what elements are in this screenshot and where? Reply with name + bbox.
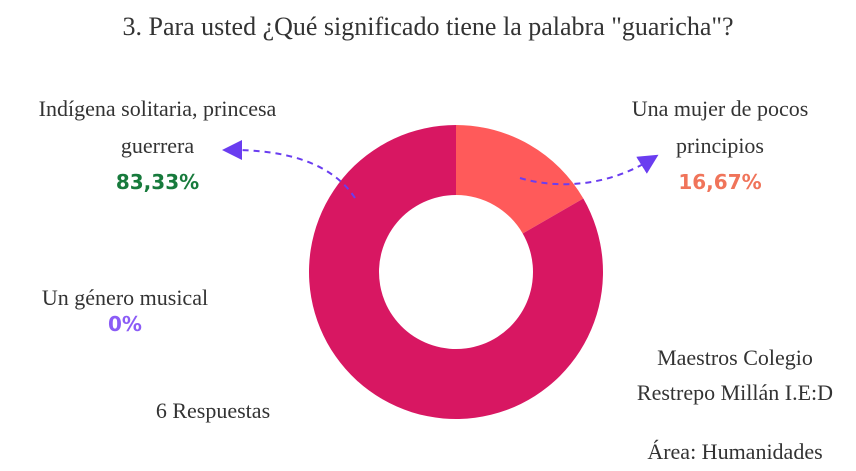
annotation: Área: Humanidades: [647, 439, 823, 464]
arrow: [519, 154, 659, 186]
slice: [456, 125, 584, 234]
category-label: Un género musical: [41, 285, 209, 310]
arrow: [222, 140, 356, 199]
value-label: 0%: [108, 312, 142, 336]
annotation: Maestros Colegio Restrepo Millán I.E:D: [636, 345, 834, 405]
category-label: Una mujer de pocos principios: [631, 96, 809, 158]
category-label: Indígena solitaria, princesa guerrera: [38, 96, 277, 158]
annotation: 6 Respuestas: [155, 398, 271, 423]
value-label: 83,33%: [115, 170, 200, 194]
chart-title: 3. Para usted ¿Qué significado tiene la …: [122, 12, 734, 41]
value-label: 16,67%: [678, 170, 762, 194]
slice: [308, 125, 603, 419]
